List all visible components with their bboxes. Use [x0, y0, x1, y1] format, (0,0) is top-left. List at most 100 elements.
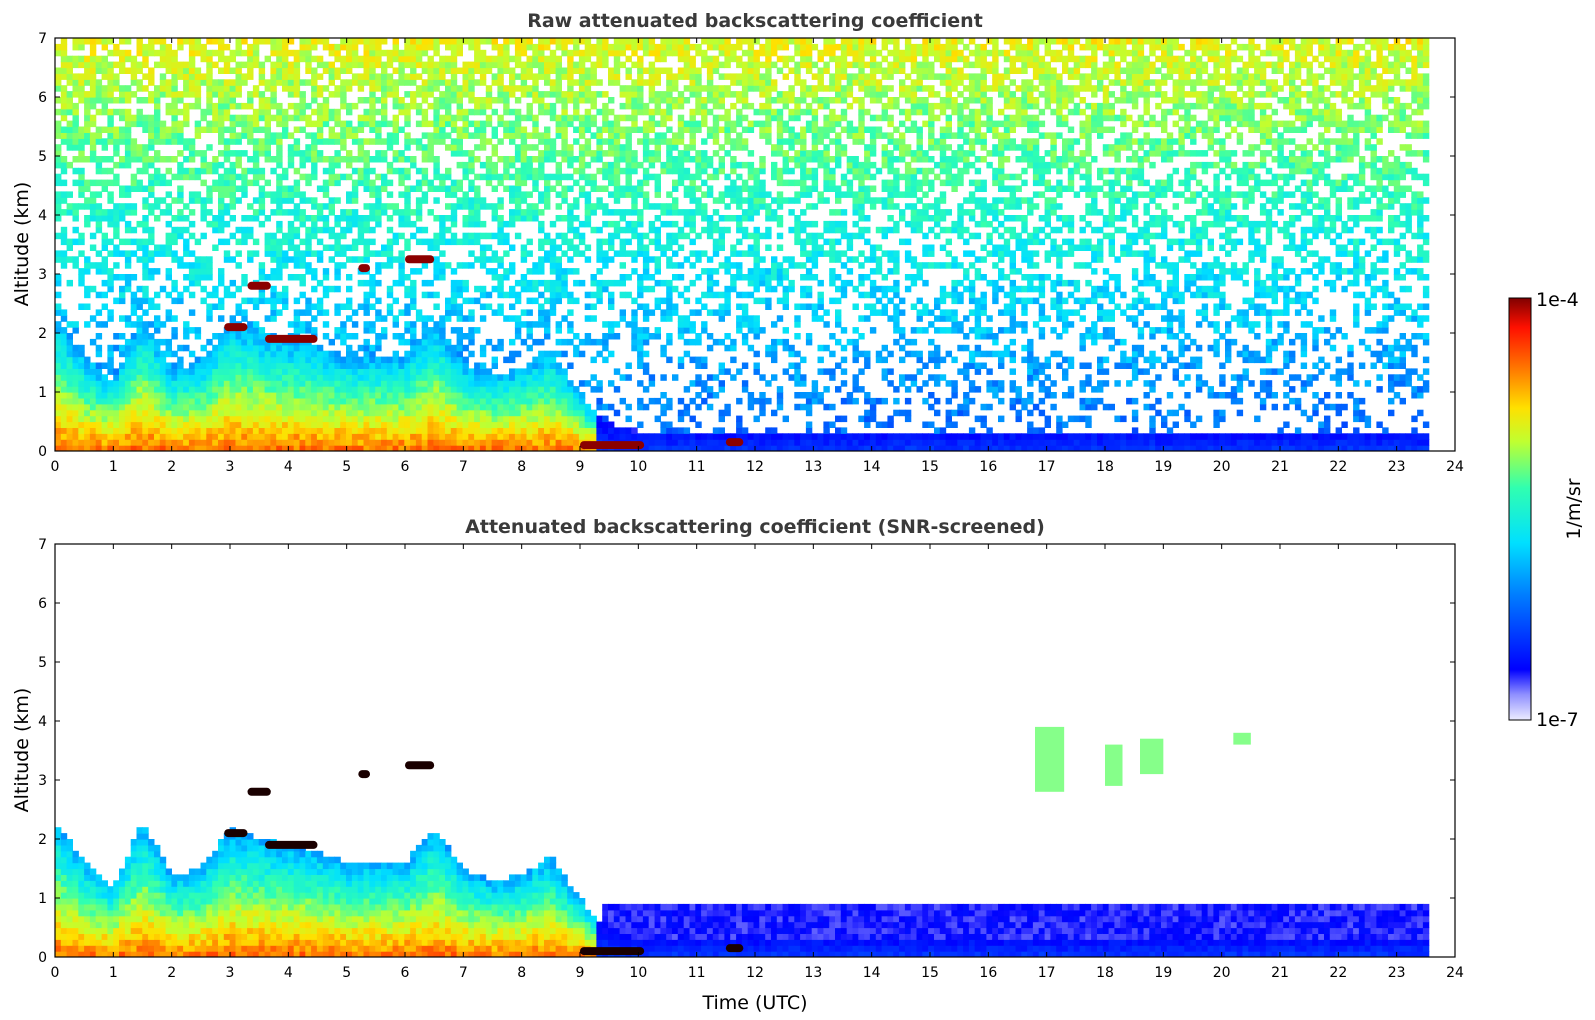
heatmap-cell: [602, 203, 609, 210]
heatmap-cell: [468, 238, 475, 246]
heatmap-cell: [188, 409, 196, 417]
heatmap-cell: [538, 197, 545, 204]
heatmap-cell: [293, 380, 301, 387]
heatmap-cell: [159, 197, 167, 204]
heatmap-cell: [311, 108, 318, 116]
heatmap-cell: [450, 73, 458, 80]
heatmap-cell: [608, 333, 615, 340]
heatmap-cell: [346, 191, 353, 198]
heatmap-cell: [398, 427, 405, 434]
heatmap-cell: [282, 445, 289, 451]
heatmap-cell: [491, 209, 498, 216]
heatmap-cell: [107, 138, 114, 145]
heatmap-cell: [311, 138, 318, 145]
heatmap-cell: [544, 73, 551, 80]
heatmap-cell: [270, 197, 277, 204]
heatmap-cell: [381, 85, 388, 92]
heatmap-cell: [666, 445, 673, 451]
heatmap-cell: [136, 409, 143, 417]
heatmap-cell: [130, 415, 138, 423]
heatmap-cell: [119, 397, 126, 405]
heatmap-cell: [165, 268, 172, 275]
heatmap-cell: [276, 209, 283, 216]
heatmap-cell: [450, 386, 458, 393]
heatmap-cell: [578, 338, 586, 346]
heatmap-cell: [55, 427, 62, 434]
heatmap-cell: [584, 91, 592, 98]
heatmap-cell: [561, 38, 568, 45]
heatmap-cell: [346, 61, 353, 69]
heatmap-cell: [561, 315, 568, 322]
heatmap-cell: [608, 49, 615, 57]
heatmap-cell: [520, 91, 528, 98]
heatmap-cell: [107, 197, 114, 204]
heatmap-cell: [433, 156, 440, 163]
heatmap-cell: [252, 362, 260, 369]
heatmap-cell: [72, 327, 79, 334]
heatmap-cell: [89, 191, 97, 198]
heatmap-cell: [334, 403, 341, 411]
heatmap-cell: [509, 356, 516, 364]
heatmap-cell: [340, 386, 347, 393]
heatmap-cell: [439, 55, 446, 63]
heatmap-cell: [282, 356, 289, 364]
heatmap-cell: [538, 209, 545, 216]
heatmap-cell: [549, 403, 557, 411]
heatmap-cell: [683, 215, 691, 222]
heatmap-cell: [89, 197, 97, 204]
heatmap-cell: [247, 344, 254, 352]
heatmap-cell: [538, 262, 545, 269]
heatmap-cell: [78, 73, 85, 80]
heatmap-cell: [538, 191, 545, 198]
heatmap-cell: [602, 167, 609, 175]
heatmap-cell: [72, 374, 79, 381]
heatmap-cell: [247, 215, 254, 222]
heatmap-cell: [538, 38, 545, 45]
heatmap-cell: [538, 61, 545, 69]
heatmap-cell: [316, 362, 324, 369]
heatmap-cell: [334, 421, 341, 428]
heatmap-cell: [683, 338, 691, 346]
heatmap-cell: [474, 203, 481, 210]
heatmap-cell: [334, 380, 341, 387]
heatmap-cell: [148, 321, 155, 328]
heatmap-cell: [392, 403, 399, 411]
heatmap-cell: [148, 421, 155, 428]
heatmap-cell: [72, 238, 79, 246]
heatmap-cell: [218, 333, 225, 340]
heatmap-cell: [392, 333, 399, 340]
heatmap-cell: [177, 433, 184, 440]
heatmap-cell: [544, 380, 551, 387]
heatmap-cell: [689, 433, 696, 440]
heatmap-cell: [666, 126, 673, 133]
heatmap-cell: [578, 173, 586, 181]
heatmap-cell: [514, 38, 522, 45]
heatmap-cell: [60, 250, 68, 257]
heatmap-cell: [596, 197, 603, 204]
heatmap-cell: [450, 427, 458, 434]
heatmap-cell: [625, 362, 632, 369]
heatmap-cell: [305, 356, 312, 364]
heatmap-cell: [433, 386, 440, 393]
heatmap-cell: [299, 79, 306, 86]
heatmap-cell: [526, 268, 533, 275]
heatmap-cell: [113, 433, 120, 440]
heatmap-cell: [322, 108, 330, 116]
heatmap-cell: [410, 97, 417, 104]
heatmap-cell: [386, 73, 394, 80]
heatmap-cell: [89, 362, 97, 369]
heatmap-cell: [241, 274, 248, 281]
heatmap-cell: [520, 274, 528, 281]
heatmap-cell: [578, 161, 586, 169]
heatmap-cell: [666, 315, 673, 322]
heatmap-cell: [293, 144, 301, 151]
heatmap-cell: [60, 55, 68, 63]
heatmap-cell: [95, 403, 103, 411]
heatmap-cell: [450, 97, 458, 104]
heatmap-cell: [305, 350, 312, 358]
heatmap-cell: [200, 114, 207, 122]
heatmap-cell: [305, 114, 312, 122]
heatmap-cell: [177, 61, 184, 69]
heatmap-cell: [462, 85, 469, 92]
heatmap-cell: [60, 403, 68, 411]
